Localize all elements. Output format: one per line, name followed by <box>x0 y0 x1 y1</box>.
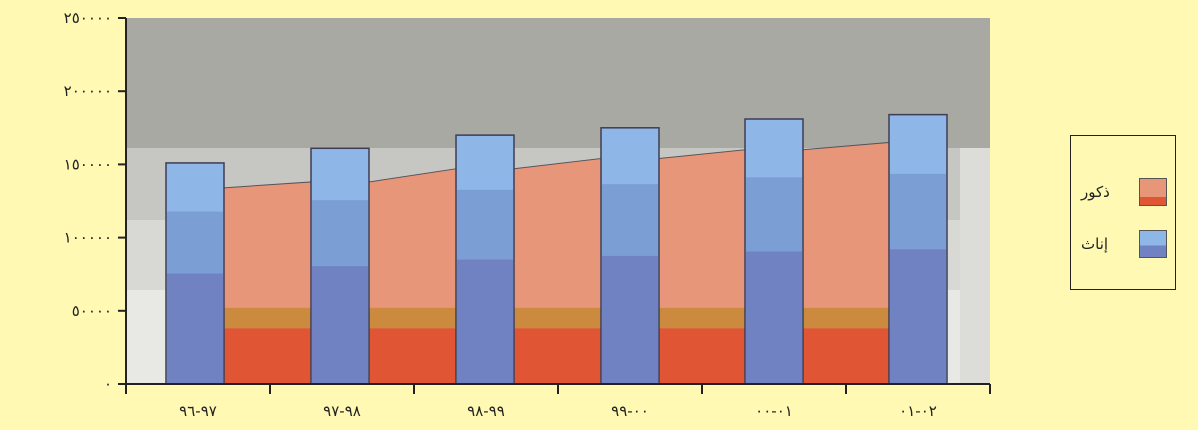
legend-swatch-female <box>1139 230 1167 258</box>
x-tick-label: ٩٩-٩٨ <box>467 402 505 420</box>
plot-wall-side <box>960 148 990 384</box>
series-female-bar-base <box>890 249 946 384</box>
series-female-bar-base <box>746 251 802 384</box>
x-tick-label: ٩٧-٩٦ <box>179 402 217 420</box>
series-male-band <box>514 307 601 329</box>
series-male-base <box>369 328 456 384</box>
series-female-bar-base <box>457 259 513 384</box>
series-male-base <box>659 328 745 384</box>
legend-label-male: ذكور <box>1081 183 1110 201</box>
series-male-base <box>803 328 889 384</box>
series-male-base <box>514 328 601 384</box>
y-tick-label: ٢٥٠٠٠٠ <box>64 9 112 27</box>
y-tick-label: ١٥٠٠٠٠ <box>64 155 112 173</box>
series-male-band <box>803 307 889 329</box>
legend-swatch-male <box>1139 178 1167 206</box>
legend-item-female: إناث <box>1081 230 1167 258</box>
y-tick-label: ٥٠٠٠٠ <box>72 302 112 320</box>
legend-item-male: ذكور <box>1081 178 1167 206</box>
series-female-bar-base <box>167 273 223 384</box>
y-tick-label: ١٠٠٠٠٠ <box>64 229 112 247</box>
legend-label-female: إناث <box>1081 235 1109 253</box>
series-male-band <box>659 307 745 329</box>
x-tick-label: ٩٨-٩٧ <box>323 402 361 420</box>
x-tick-label: ٠١-٠٠ <box>755 402 793 420</box>
x-tick-label: ٠٢-٠١ <box>899 402 937 420</box>
y-tick-label: ٢٠٠٠٠٠ <box>64 82 112 100</box>
series-male-band <box>369 307 456 329</box>
series-male-base <box>224 328 311 384</box>
series-female-bar-base <box>602 255 658 384</box>
y-tick-label: ٠ <box>104 375 112 393</box>
series-female-bar-base <box>312 266 368 384</box>
series-male-band <box>224 307 311 329</box>
legend: ذكور إناث <box>1070 135 1176 290</box>
x-tick-label: ٠٠-٩٩ <box>611 402 649 420</box>
